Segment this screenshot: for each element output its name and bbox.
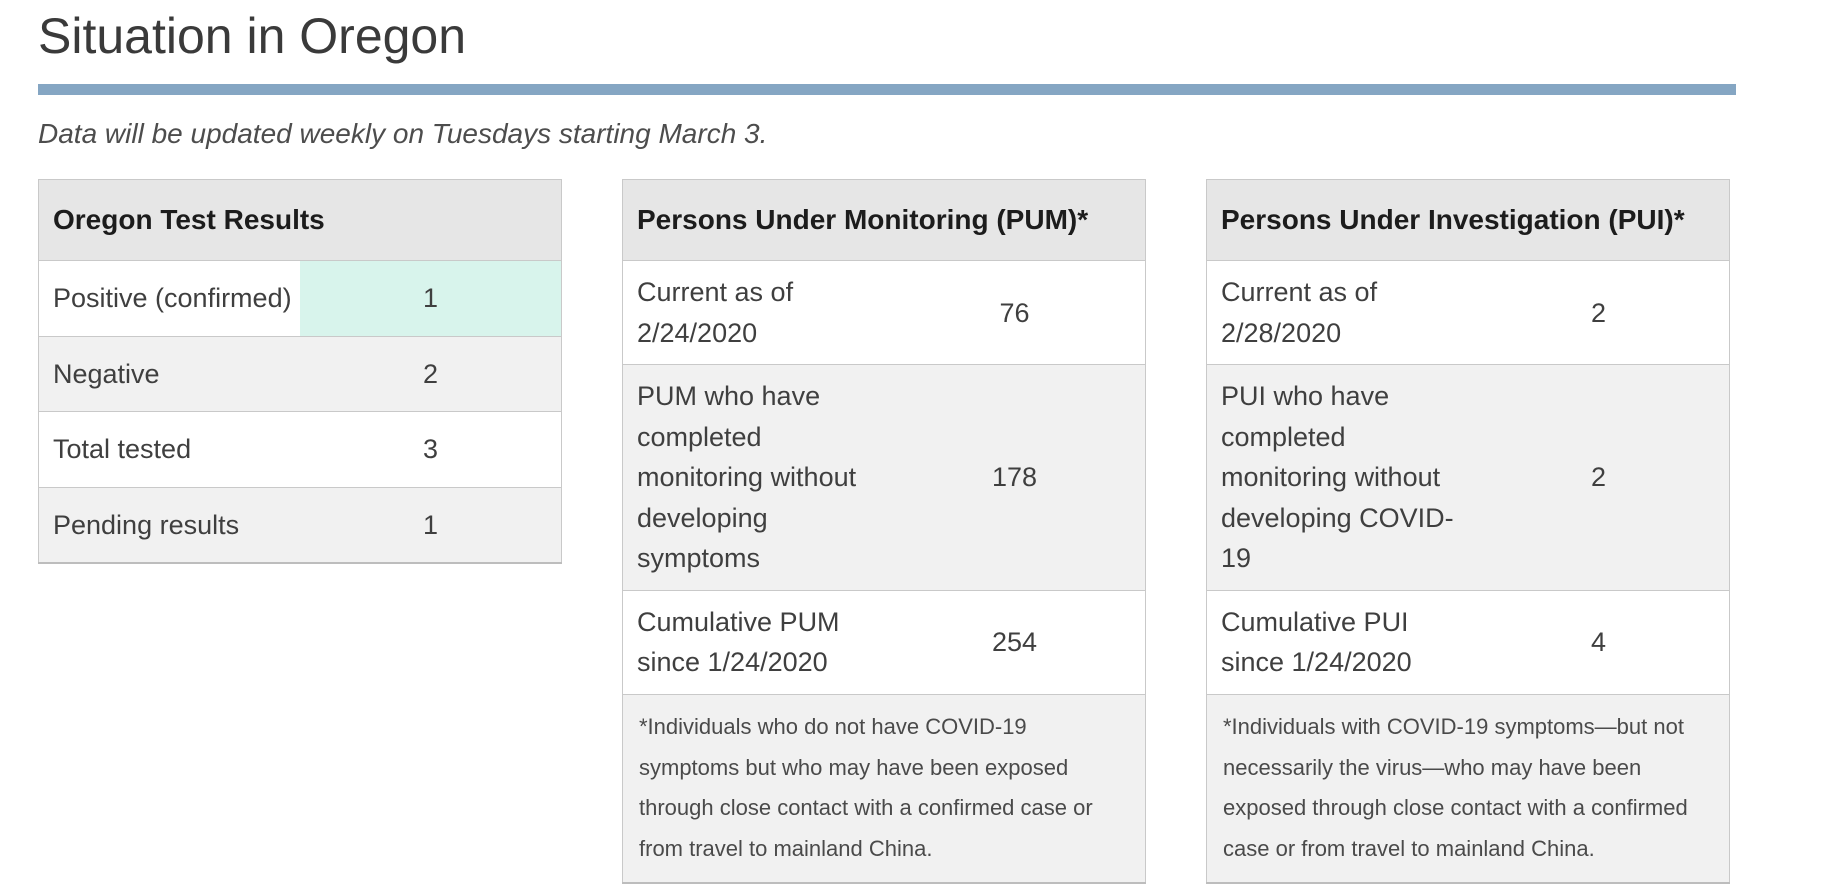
table-row: Total tested 3 [38,411,562,488]
table-row: Negative 2 [38,335,562,412]
table-title: Persons Under Monitoring (PUM)* [622,179,1146,261]
table-header-row: Persons Under Monitoring (PUM)* [622,179,1146,261]
table-title: Oregon Test Results [38,179,562,261]
row-label: Pending results [38,486,300,564]
table-header-row: Oregon Test Results [38,179,562,261]
page-title: Situation in Oregon [38,8,467,64]
table-header-row: Persons Under Investigation (PUI)* [1206,179,1730,261]
row-label: Total tested [38,411,300,488]
positive-count-highlight: 1 [300,260,562,337]
table-persons-under-monitoring: Persons Under Monitoring (PUM)* Current … [622,179,1146,884]
table-row: Current as of 2/24/2020 76 [622,260,1146,365]
row-label: Negative [38,335,300,412]
update-note: Data will be updated weekly on Tuesdays … [38,118,768,149]
table-row: Cumulative PUM since 1/24/2020 254 [622,589,1146,695]
table-footnote: *Individuals who do not have COVID-19 sy… [622,693,1146,883]
table-title: Persons Under Investigation (PUI)* [1206,179,1730,261]
row-value: 4 [1468,589,1730,695]
row-value: 178 [884,364,1146,591]
row-label: Cumulative PUM since 1/24/2020 [622,589,884,695]
table-row: PUM who have completed monitoring withou… [622,364,1146,591]
row-value: 254 [884,589,1146,695]
table-row: Pending results 1 [38,486,562,564]
row-label: PUI who have completed monitoring withou… [1206,364,1468,591]
table-row: Cumulative PUI since 1/24/2020 4 [1206,589,1730,695]
table-row: Positive (confirmed) 1 [38,260,562,337]
row-label: Cumulative PUI since 1/24/2020 [1206,589,1468,695]
table-footnote-row: *Individuals who do not have COVID-19 sy… [622,693,1146,883]
table-row: Current as of 2/28/2020 2 [1206,260,1730,365]
tables-row: Oregon Test Results Positive (confirmed)… [38,179,1736,884]
row-value: 3 [300,411,562,488]
row-value: 2 [1468,364,1730,591]
table-row: PUI who have completed monitoring withou… [1206,364,1730,591]
row-value: 1 [300,486,562,564]
table-footnote-row: *Individuals with COVID-19 symptoms—but … [1206,693,1730,883]
row-label: Positive (confirmed) [38,260,300,337]
row-label: Current as of 2/24/2020 [622,260,884,365]
row-label: Current as of 2/28/2020 [1206,260,1468,365]
table-footnote: *Individuals with COVID-19 symptoms—but … [1206,693,1730,883]
row-value: 76 [884,260,1146,365]
table-persons-under-investigation: Persons Under Investigation (PUI)* Curre… [1206,179,1730,884]
table-oregon-test-results: Oregon Test Results Positive (confirmed)… [38,179,562,565]
row-label: PUM who have completed monitoring withou… [622,364,884,591]
row-value: 2 [1468,260,1730,365]
row-value: 2 [300,335,562,412]
title-accent-bar [38,84,1736,95]
